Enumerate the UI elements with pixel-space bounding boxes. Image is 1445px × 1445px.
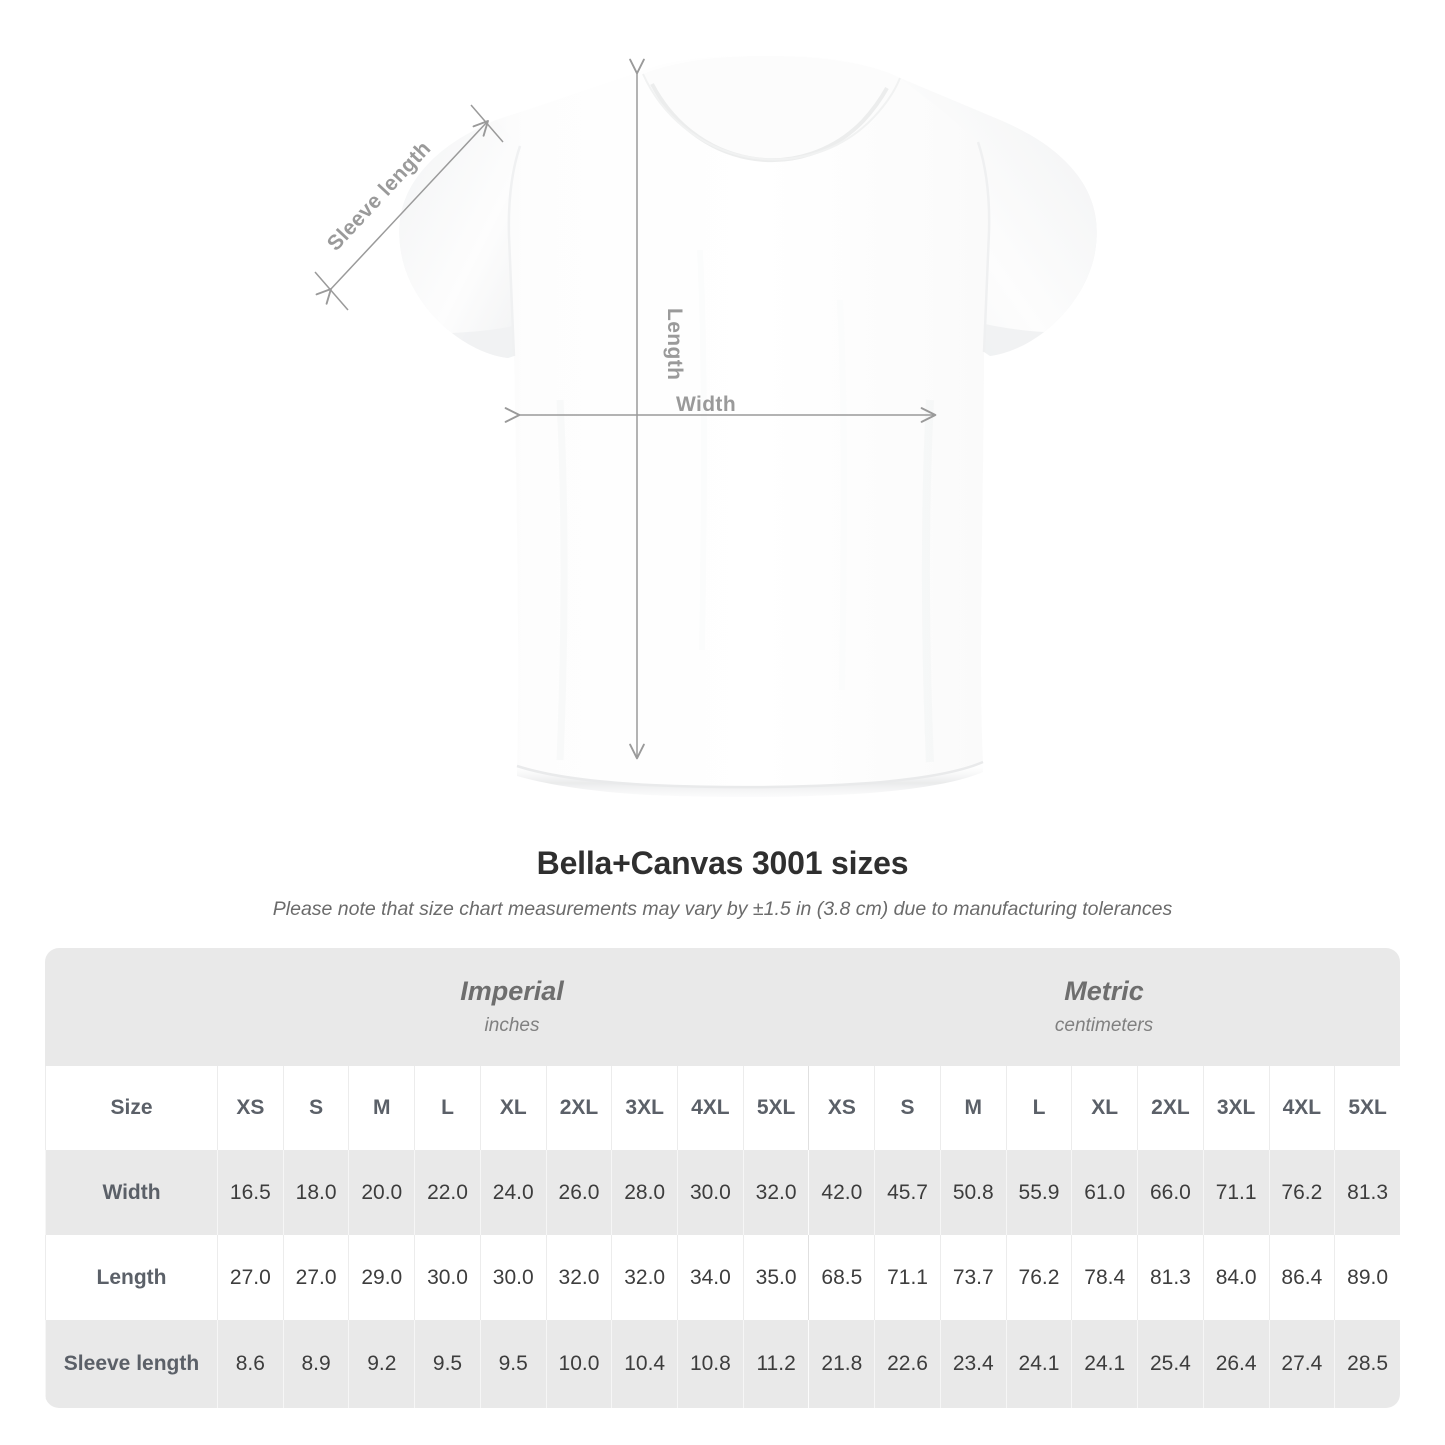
size-header-cell: 2XL bbox=[1137, 1066, 1203, 1150]
table-cell: 86.4 bbox=[1268, 1235, 1335, 1320]
table-cell: 76.2 bbox=[1268, 1150, 1335, 1235]
table-cell: 32.0 bbox=[545, 1235, 612, 1320]
size-header-cell: XS bbox=[217, 1066, 283, 1150]
table-row: Length 27.0 27.0 29.0 30.0 30.0 32.0 32.… bbox=[45, 1235, 1400, 1320]
table-cell: 25.4 bbox=[1137, 1320, 1203, 1408]
table-cell: 32.0 bbox=[611, 1235, 677, 1320]
table-cell: 10.4 bbox=[611, 1320, 677, 1408]
size-header-cell: XS bbox=[808, 1066, 874, 1150]
table-cell: 24.0 bbox=[479, 1150, 546, 1235]
table-cell: 10.0 bbox=[545, 1320, 612, 1408]
size-header-cell: L bbox=[414, 1066, 480, 1150]
row-header-length: Length bbox=[45, 1235, 217, 1320]
table-cell: 50.8 bbox=[939, 1150, 1006, 1235]
table-cell: 71.1 bbox=[874, 1235, 940, 1320]
table-cell: 9.5 bbox=[479, 1320, 546, 1408]
table-cell: 8.6 bbox=[217, 1320, 283, 1408]
table-cell: 89.0 bbox=[1334, 1235, 1400, 1320]
table-cell: 30.0 bbox=[414, 1235, 480, 1320]
table-cell: 22.6 bbox=[874, 1320, 940, 1408]
unit-header-spacer bbox=[45, 948, 216, 1066]
size-header-cell: 4XL bbox=[1268, 1066, 1335, 1150]
size-header-cell: M bbox=[348, 1066, 414, 1150]
table-cell: 81.3 bbox=[1334, 1150, 1400, 1235]
table-cell: 27.4 bbox=[1268, 1320, 1335, 1408]
table-cell: 26.4 bbox=[1202, 1320, 1269, 1408]
table-cell: 27.0 bbox=[282, 1235, 349, 1320]
size-header-cell: 5XL bbox=[742, 1066, 809, 1150]
table-cell: 21.8 bbox=[808, 1320, 874, 1408]
size-header-cell: XL bbox=[479, 1066, 546, 1150]
table-header-row: Size XS S M L XL 2XL 3XL 4XL 5XL XS S M … bbox=[45, 1066, 1400, 1150]
length-label: Length bbox=[663, 308, 686, 380]
table-cell: 68.5 bbox=[808, 1235, 874, 1320]
table-cell: 73.7 bbox=[939, 1235, 1006, 1320]
table-cell: 10.8 bbox=[677, 1320, 743, 1408]
table-cell: 9.5 bbox=[414, 1320, 480, 1408]
table-cell: 32.0 bbox=[742, 1150, 809, 1235]
table-cell: 11.2 bbox=[742, 1320, 809, 1408]
table-cell: 23.4 bbox=[939, 1320, 1006, 1408]
table-cell: 22.0 bbox=[414, 1150, 480, 1235]
sleeve-length-dimension-guide bbox=[314, 104, 504, 311]
size-header-cell: 2XL bbox=[545, 1066, 612, 1150]
table-cell: 9.2 bbox=[348, 1320, 414, 1408]
table-cell: 55.9 bbox=[1005, 1150, 1072, 1235]
heading-block: Bella+Canvas 3001 sizes Please note that… bbox=[0, 845, 1445, 921]
table-cell: 28.5 bbox=[1334, 1320, 1400, 1408]
table-cell: 61.0 bbox=[1071, 1150, 1137, 1235]
table-cell: 66.0 bbox=[1137, 1150, 1203, 1235]
unit-group-metric-unit: centimeters bbox=[1054, 1015, 1154, 1037]
page-title: Bella+Canvas 3001 sizes bbox=[536, 845, 909, 881]
table-cell: 42.0 bbox=[808, 1150, 874, 1235]
table-cell: 81.3 bbox=[1137, 1235, 1203, 1320]
table-cell: 76.2 bbox=[1005, 1235, 1072, 1320]
tshirt-garment-shape bbox=[399, 55, 1097, 798]
tshirt-diagram: Length Width Sleeve length bbox=[314, 55, 1097, 798]
table-cell: 24.1 bbox=[1071, 1320, 1137, 1408]
table-cell: 35.0 bbox=[742, 1235, 809, 1320]
table-cell: 34.0 bbox=[677, 1235, 743, 1320]
size-header-cell: M bbox=[939, 1066, 1006, 1150]
table-row: Sleeve length 8.6 8.9 9.2 9.5 9.5 10.0 1… bbox=[45, 1320, 1400, 1408]
width-label: Width bbox=[676, 393, 736, 416]
table-row: Width 16.5 18.0 20.0 22.0 24.0 26.0 28.0… bbox=[45, 1150, 1400, 1235]
tolerance-note: Please note that size chart measurements… bbox=[272, 898, 1173, 920]
unit-group-metric: Metric centimeters bbox=[808, 948, 1400, 1066]
unit-group-imperial-unit: inches bbox=[484, 1015, 540, 1037]
size-header-cell: S bbox=[282, 1066, 349, 1150]
size-header-cell: 5XL bbox=[1334, 1066, 1400, 1150]
size-chart-table: Imperial inches Metric centimeters Size … bbox=[45, 948, 1400, 1408]
table-cell: 71.1 bbox=[1202, 1150, 1269, 1235]
row-header-width: Width bbox=[45, 1150, 217, 1235]
table-cell: 29.0 bbox=[348, 1235, 414, 1320]
table-cell: 20.0 bbox=[348, 1150, 414, 1235]
table-cell: 78.4 bbox=[1071, 1235, 1137, 1320]
table-cell: 18.0 bbox=[282, 1150, 349, 1235]
unit-header-row: Imperial inches Metric centimeters bbox=[45, 948, 1400, 1066]
size-header-cell: XL bbox=[1071, 1066, 1137, 1150]
table-cell: 84.0 bbox=[1202, 1235, 1269, 1320]
size-header-cell: L bbox=[1005, 1066, 1072, 1150]
table-cell: 45.7 bbox=[874, 1150, 940, 1235]
table-cell: 16.5 bbox=[217, 1150, 283, 1235]
table-cell: 30.0 bbox=[677, 1150, 743, 1235]
table-cell: 26.0 bbox=[545, 1150, 612, 1235]
unit-group-imperial: Imperial inches bbox=[216, 948, 808, 1066]
size-header-cell: 3XL bbox=[1202, 1066, 1269, 1150]
table-cell: 8.9 bbox=[282, 1320, 349, 1408]
column-header-size: Size bbox=[45, 1066, 217, 1150]
unit-group-imperial-name: Imperial bbox=[460, 975, 564, 1006]
table-cell: 27.0 bbox=[217, 1235, 283, 1320]
table-cell: 30.0 bbox=[479, 1235, 546, 1320]
unit-group-metric-name: Metric bbox=[1064, 975, 1144, 1006]
row-header-sleeve-length: Sleeve length bbox=[45, 1320, 217, 1408]
table-cell: 24.1 bbox=[1005, 1320, 1072, 1408]
size-header-cell: S bbox=[874, 1066, 940, 1150]
table-cell: 28.0 bbox=[611, 1150, 677, 1235]
size-header-cell: 3XL bbox=[611, 1066, 677, 1150]
size-header-cell: 4XL bbox=[677, 1066, 743, 1150]
